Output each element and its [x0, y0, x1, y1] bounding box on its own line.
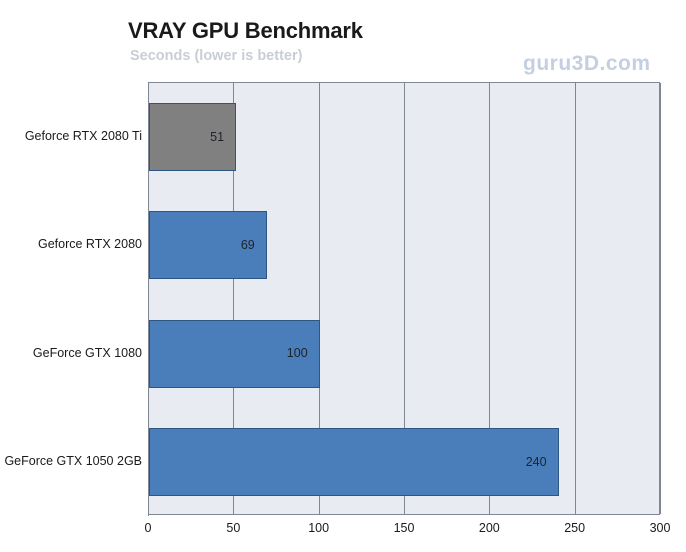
- x-tick-150: 150: [393, 521, 415, 535]
- bar-value-label: 100: [286, 346, 308, 361]
- category-label: GeForce GTX 1050 2GB: [4, 453, 142, 468]
- y-axis-line: [148, 82, 149, 516]
- gridline-100: [318, 83, 320, 514]
- gridline-50: [233, 83, 235, 514]
- x-tick-50: 50: [226, 521, 241, 535]
- x-tick-300: 300: [649, 521, 671, 535]
- category-label: GeForce GTX 1080: [32, 345, 142, 360]
- plot-area: 51 69 100 240: [148, 82, 661, 515]
- category-label: Geforce RTX 2080 Ti: [24, 129, 142, 144]
- x-tick-0: 0: [144, 521, 152, 535]
- bar-value-label: 69: [240, 238, 255, 253]
- x-tick-100: 100: [308, 521, 330, 535]
- bar: 69: [149, 211, 267, 280]
- bar: 100: [149, 319, 320, 388]
- gridline-200: [489, 83, 491, 514]
- bar: 240: [149, 427, 559, 496]
- category-label: Geforce RTX 2080: [38, 237, 142, 252]
- gridline-150: [404, 83, 405, 514]
- chart-title: VRAY GPU Benchmark: [128, 18, 363, 43]
- y-axis-category-labels: Geforce RTX 2080 Ti Geforce RTX 2080 GeFor…: [0, 0, 142, 552]
- x-tick-250: 250: [564, 521, 586, 535]
- bar-series: 51 69 100 240: [149, 83, 659, 514]
- watermark-guru3d: guru3D.com: [523, 52, 651, 75]
- chart-subtitle: Seconds (lower is better): [130, 48, 303, 64]
- gridline-250: [574, 83, 576, 514]
- bar-value-label: 240: [525, 454, 547, 469]
- gridline-300: [660, 83, 661, 514]
- bar: 51: [149, 103, 237, 172]
- bar-value-label: 51: [210, 129, 225, 144]
- x-tick-200: 200: [478, 521, 500, 535]
